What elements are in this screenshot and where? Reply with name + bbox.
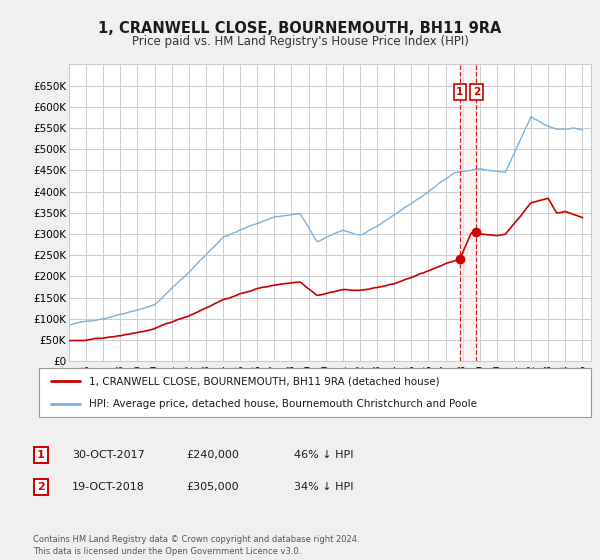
Bar [460, 64, 476, 361]
Text: 2: 2 [37, 482, 44, 492]
Text: £240,000: £240,000 [186, 450, 239, 460]
Text: 1: 1 [37, 450, 44, 460]
Text: £305,000: £305,000 [186, 482, 239, 492]
Text: 19-OCT-2018: 19-OCT-2018 [72, 482, 145, 492]
Text: Price paid vs. HM Land Registry's House Price Index (HPI): Price paid vs. HM Land Registry's House … [131, 35, 469, 48]
Text: 34% ↓ HPI: 34% ↓ HPI [294, 482, 353, 492]
Text: HPI: Average price, detached house, Bournemouth Christchurch and Poole: HPI: Average price, detached house, Bour… [89, 399, 476, 409]
Text: 1, CRANWELL CLOSE, BOURNEMOUTH, BH11 9RA: 1, CRANWELL CLOSE, BOURNEMOUTH, BH11 9RA [98, 21, 502, 36]
Text: 46% ↓ HPI: 46% ↓ HPI [294, 450, 353, 460]
Text: 30-OCT-2017: 30-OCT-2017 [72, 450, 145, 460]
Text: Contains HM Land Registry data © Crown copyright and database right 2024.
This d: Contains HM Land Registry data © Crown c… [33, 535, 359, 556]
Text: 2: 2 [473, 87, 480, 97]
Text: 1, CRANWELL CLOSE, BOURNEMOUTH, BH11 9RA (detached house): 1, CRANWELL CLOSE, BOURNEMOUTH, BH11 9RA… [89, 376, 439, 386]
Text: 1: 1 [456, 87, 463, 97]
